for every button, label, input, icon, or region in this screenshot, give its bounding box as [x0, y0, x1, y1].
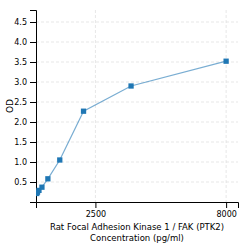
- tick: 2.0: [14, 118, 36, 127]
- tick-mark: [226, 202, 227, 208]
- tick-label: 1.5: [14, 138, 27, 147]
- x-axis-title: Rat Focal Adhesion Kinase 1 / FAK (PTK2): [50, 222, 224, 232]
- tick-mark: [30, 182, 36, 183]
- point: [128, 83, 133, 88]
- grid-line: [36, 42, 238, 43]
- plot: 2500 8000 0.5 1.0 1.5 2.0 2.5 3.0 3.5 4.0 4.5: [14, 10, 238, 219]
- grid-line: [36, 102, 238, 103]
- tick-label: 2.0: [14, 118, 27, 127]
- grid: [36, 10, 238, 202]
- point: [57, 157, 62, 162]
- tick-label: 4.0: [14, 38, 27, 47]
- tick-mark: [30, 142, 36, 143]
- y-axis: 0.5 1.0 1.5 2.0 2.5 3.0 3.5 4.0 4.5: [14, 11, 36, 203]
- chart: 2500 8000 0.5 1.0 1.5 2.0 2.5 3.0 3.5 4.0 4.5 Rat F…: [0, 0, 250, 250]
- marks: [36, 59, 229, 197]
- grid-line: [36, 122, 238, 123]
- tick: 4.0: [14, 38, 36, 47]
- grid-line: [36, 162, 238, 163]
- grid-line: [226, 10, 227, 202]
- tick-mark: [95, 202, 96, 208]
- tick-mark: [30, 122, 36, 123]
- tick: 3.0: [14, 78, 36, 87]
- x-axis-title: Concentration (pg/ml): [90, 233, 184, 243]
- tick: 3.5: [14, 58, 36, 67]
- tick-mark: [30, 22, 36, 23]
- tick: 0.5: [14, 178, 36, 187]
- grid-line: [36, 22, 238, 23]
- x-axis: 2500 8000: [37, 202, 239, 219]
- tick: 2500: [86, 202, 106, 219]
- tick-label: 3.0: [14, 78, 27, 87]
- grid-line: [36, 62, 238, 63]
- tick-label: 4.5: [14, 18, 27, 27]
- tick: 2.5: [14, 98, 36, 107]
- y-axis-title: OD: [5, 99, 15, 113]
- tick-mark: [30, 62, 36, 63]
- tick-mark: [30, 102, 36, 103]
- axis-line: [30, 11, 37, 203]
- axis-line: [37, 203, 239, 209]
- point: [39, 185, 44, 190]
- tick-label: 2500: [86, 210, 106, 219]
- tick: 4.5: [14, 18, 36, 27]
- grid-line: [36, 82, 238, 83]
- tick-mark: [30, 162, 36, 163]
- line: [37, 61, 226, 193]
- tick: 8000: [216, 202, 236, 219]
- tick-label: 0.5: [14, 178, 27, 187]
- grid-line: [36, 142, 238, 143]
- point: [223, 59, 228, 64]
- point: [81, 109, 86, 114]
- tick-label: 1.0: [14, 158, 27, 167]
- tick-mark: [30, 42, 36, 43]
- tick: 1.0: [14, 158, 36, 167]
- tick-mark: [30, 82, 36, 83]
- point: [45, 176, 50, 181]
- grid-line: [95, 10, 96, 202]
- grid-line: [36, 182, 238, 183]
- tick-label: 3.5: [14, 58, 27, 67]
- tick-label: 8000: [216, 210, 236, 219]
- tick-label: 2.5: [14, 98, 27, 107]
- tick: 1.5: [14, 138, 36, 147]
